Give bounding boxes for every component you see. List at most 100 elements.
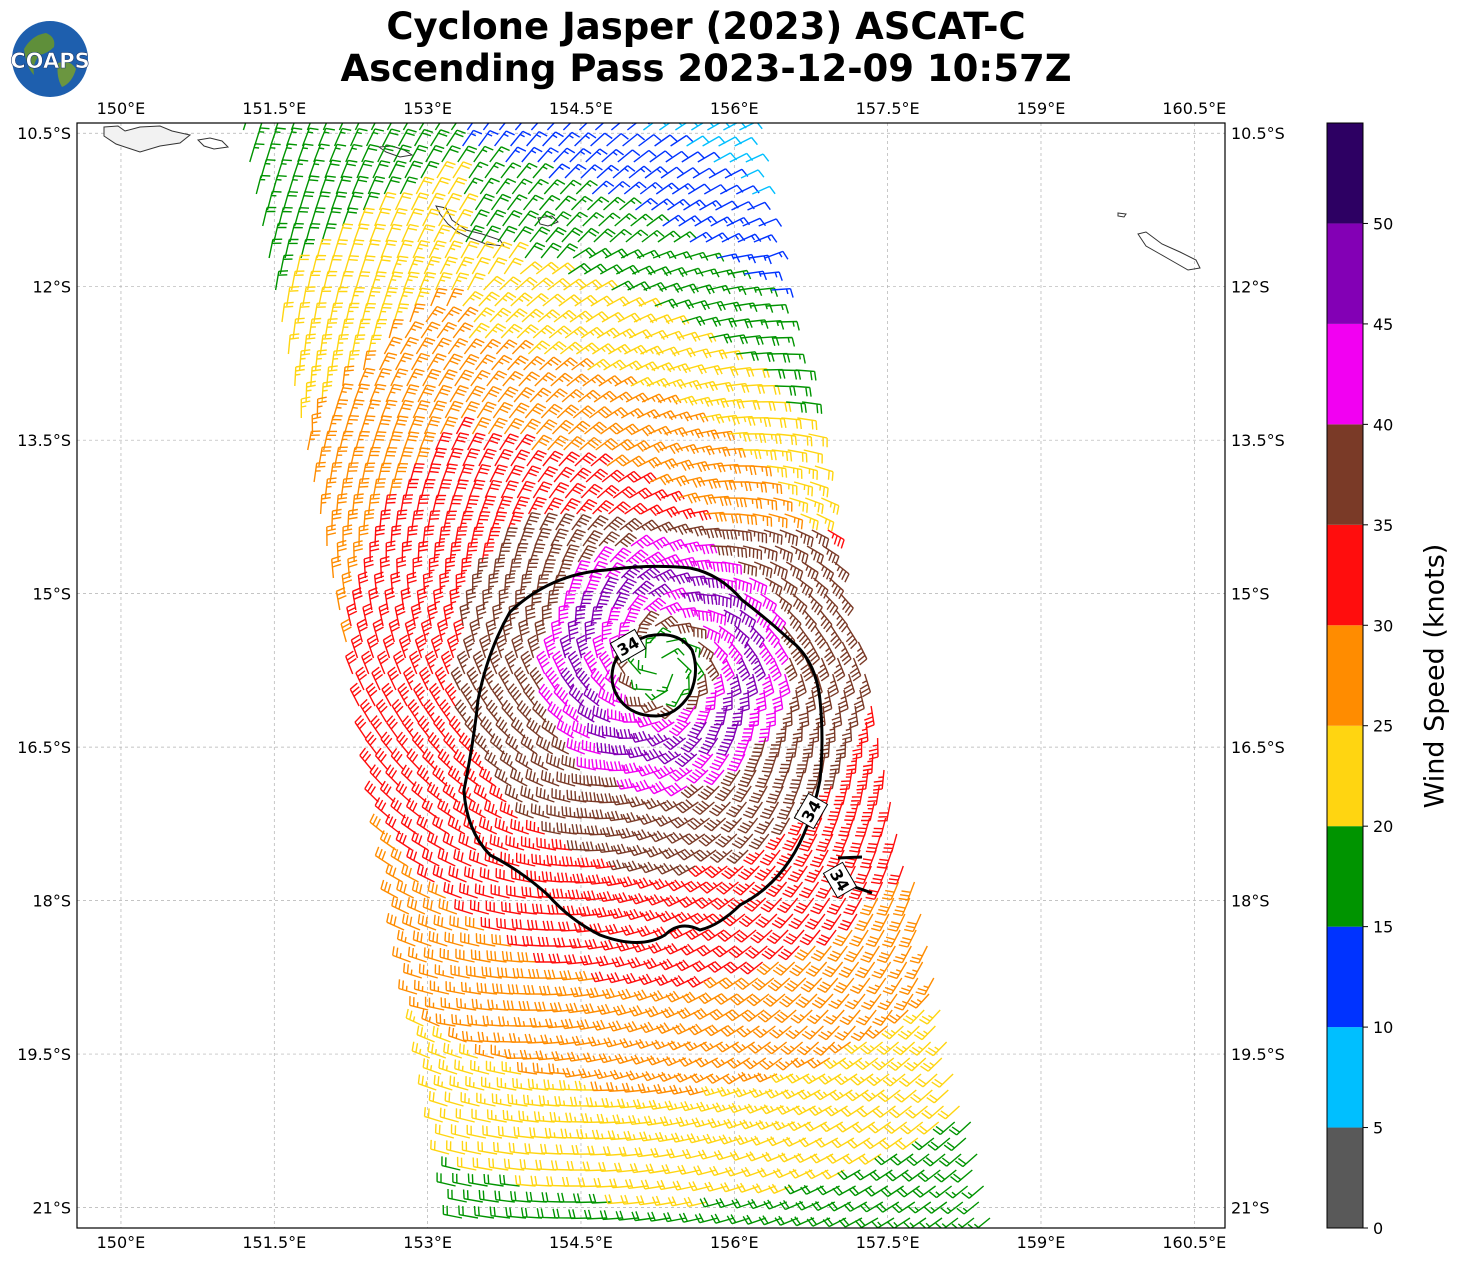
wind-barb xyxy=(556,404,580,419)
wind-barb xyxy=(902,1009,925,1025)
wind-barb xyxy=(522,683,536,707)
wind-barb xyxy=(665,150,689,163)
wind-barb xyxy=(816,513,835,532)
wind-barb xyxy=(630,1054,655,1065)
wind-barb xyxy=(853,689,865,714)
wind-barb xyxy=(484,850,504,867)
wind-barb xyxy=(397,682,410,707)
wind-barb xyxy=(380,731,394,755)
wind-barb xyxy=(500,323,523,339)
wind-barb xyxy=(353,540,363,563)
wind-barb xyxy=(383,336,403,355)
lon-tick-label-bottom: 151.5°E xyxy=(242,1233,306,1252)
wind-barb xyxy=(714,993,738,1005)
wind-barb xyxy=(399,494,414,515)
wind-barb xyxy=(418,271,437,291)
wind-barb xyxy=(345,143,363,163)
wind-barb xyxy=(827,801,844,821)
wind-barb xyxy=(468,849,488,867)
wind-barb xyxy=(364,731,378,755)
wind-barb xyxy=(561,754,581,771)
wind-barb xyxy=(443,603,454,627)
wind-barb xyxy=(781,417,802,430)
wind-barb xyxy=(812,577,829,599)
wind-barb xyxy=(725,497,747,508)
wind-barb xyxy=(377,462,392,483)
wind-barb xyxy=(400,764,416,787)
wind-barb xyxy=(498,666,510,691)
wind-barb xyxy=(583,685,600,707)
wind-barb xyxy=(370,271,387,291)
wind-barb xyxy=(482,587,493,611)
wind-barb xyxy=(527,340,551,355)
wind-barb xyxy=(766,465,788,478)
wind-barb xyxy=(693,849,717,862)
wind-barb xyxy=(717,414,740,425)
wind-barb xyxy=(673,1072,698,1083)
wind-barb xyxy=(921,1105,944,1120)
lat-tick-label-left: 18°S xyxy=(32,892,71,911)
wind-barb xyxy=(576,1019,600,1030)
wind-barb xyxy=(405,1008,424,1027)
wind-barb xyxy=(417,914,437,931)
wind-barb xyxy=(276,159,292,179)
wind-barb xyxy=(705,721,723,741)
wind-barb xyxy=(422,748,437,771)
wind-barb xyxy=(648,266,672,277)
wind-barb xyxy=(752,513,773,527)
wind-barb xyxy=(317,127,336,147)
wind-barb xyxy=(903,1057,927,1072)
wind-barb xyxy=(538,683,553,707)
wind-barb xyxy=(402,123,409,131)
wind-barb xyxy=(526,293,549,307)
wind-barb xyxy=(777,1152,802,1163)
wind-barb xyxy=(456,650,469,675)
wind-barb xyxy=(718,977,743,990)
wind-barb xyxy=(466,666,479,691)
wind-barb xyxy=(489,1206,511,1219)
wind-barb xyxy=(697,1149,722,1160)
wind-barb xyxy=(917,1169,941,1183)
wind-barb xyxy=(458,1205,479,1219)
wind-barb xyxy=(571,357,595,371)
wind-barb xyxy=(584,619,595,643)
wind-barb xyxy=(310,365,322,387)
wind-barb xyxy=(713,1150,738,1161)
wind-barb xyxy=(583,575,602,595)
lat-tick-label-right: 16.5°S xyxy=(1231,738,1285,757)
wind-barb xyxy=(362,350,377,371)
wind-barb xyxy=(766,785,784,804)
wind-barb xyxy=(616,578,637,595)
wind-barb xyxy=(882,1073,906,1087)
wind-barb xyxy=(816,929,837,946)
wind-barb xyxy=(628,165,652,179)
wind-barb xyxy=(548,481,570,499)
wind-barb xyxy=(800,513,819,531)
wind-barb xyxy=(525,603,536,627)
wind-barb xyxy=(709,801,731,817)
wind-barb xyxy=(376,650,389,675)
wind-barb xyxy=(479,495,497,515)
wind-barb xyxy=(499,750,517,771)
wind-barb xyxy=(649,473,674,486)
wind-barb xyxy=(772,961,796,976)
wind-barb xyxy=(387,431,403,451)
wind-barb xyxy=(945,1185,969,1199)
wind-barb xyxy=(447,815,466,835)
wind-barb xyxy=(371,666,384,691)
wind-barb xyxy=(361,302,376,323)
wind-barb xyxy=(492,983,514,995)
wind-barb xyxy=(843,945,864,963)
wind-barb xyxy=(547,904,569,915)
wind-barb xyxy=(457,463,475,483)
wind-barb xyxy=(733,737,751,757)
wind-barb xyxy=(562,702,579,723)
wind-barb xyxy=(720,1182,744,1193)
wind-barb xyxy=(657,750,682,765)
wind-barb xyxy=(524,1143,546,1155)
colorbar-tick-label: 35 xyxy=(1373,516,1393,535)
wind-barb xyxy=(491,683,504,707)
wind-barb xyxy=(437,748,453,771)
wind-barb xyxy=(416,1025,435,1043)
wind-barb xyxy=(571,773,592,787)
